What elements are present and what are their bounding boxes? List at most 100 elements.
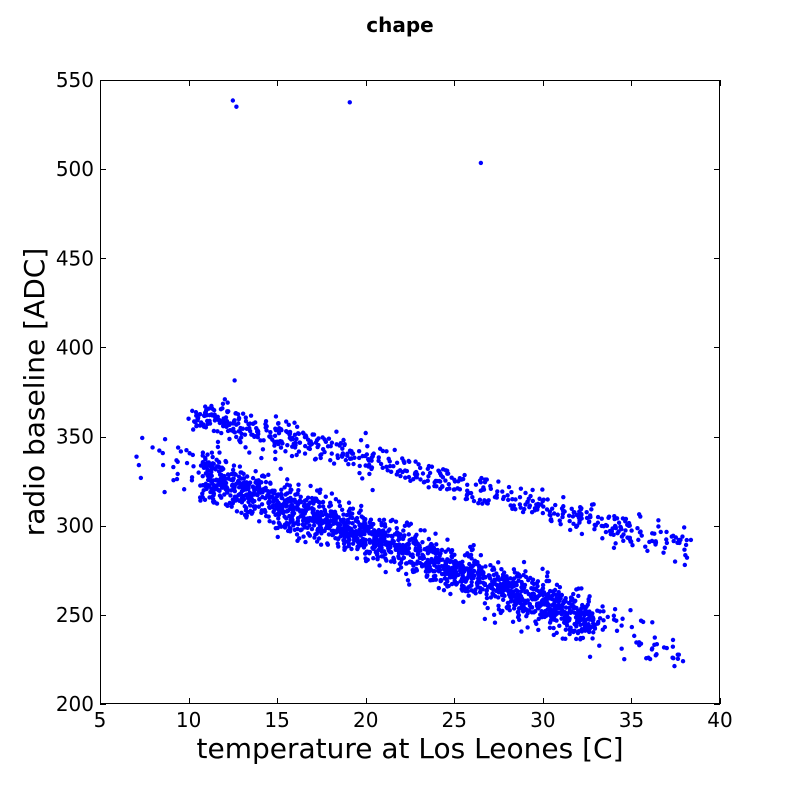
data-point [232,471,237,476]
data-point [346,541,352,546]
data-point [456,479,461,484]
data-point [458,563,464,568]
data-point [540,566,545,572]
data-point [593,523,598,528]
data-point [452,487,457,492]
data-point [522,601,527,606]
data-point [680,659,686,664]
data-point [544,574,550,579]
data-point [569,506,574,512]
data-point [352,524,358,529]
data-point [514,595,519,600]
data-point [355,546,360,552]
data-point [664,529,669,535]
data-point [436,585,442,591]
data-point [349,546,354,552]
data-point [387,463,393,469]
data-point [390,538,395,543]
data-point [509,595,515,600]
data-point [291,511,297,516]
data-point [242,504,247,509]
data-point [262,488,268,493]
data-point [411,477,416,482]
data-point [562,610,567,616]
data-point [426,536,432,542]
data-point [266,472,271,478]
data-point [473,482,479,487]
data-point [416,550,421,556]
data-point [495,489,500,494]
data-point [297,498,303,503]
data-point [219,495,224,500]
data-point [479,565,484,570]
data-point [403,571,409,577]
data-point [392,447,397,453]
data-point [574,636,579,642]
data-point [189,475,195,480]
data-point [276,431,282,436]
data-point [225,400,230,405]
data-point [246,481,252,486]
data-point [534,601,540,607]
data-point [198,498,203,503]
data-point [372,535,377,540]
data-point [437,479,443,484]
data-point [160,462,166,468]
data-point [205,452,210,457]
data-point [354,556,360,561]
data-point [251,492,256,497]
data-point [288,517,293,522]
x-tick-label: 20 [353,708,378,732]
data-point [462,553,468,558]
data-point [420,471,426,476]
data-point [240,411,246,416]
data-point [243,419,249,424]
data-point [650,620,655,625]
data-point [206,474,211,479]
data-point [529,610,535,615]
data-point [540,586,546,591]
data-point [325,541,330,546]
data-point [256,504,261,509]
data-point [397,561,403,567]
data-point [292,420,297,425]
data-point [413,472,418,477]
data-point [554,582,560,588]
data-point [303,516,308,522]
data-point [680,534,685,539]
data-point [215,444,221,450]
data-point [420,539,425,545]
data-point [422,528,427,533]
data-point [549,506,555,511]
data-point [370,454,375,459]
data-point [453,571,458,576]
data-point [538,612,543,617]
data-point [508,503,513,508]
data-point [445,584,450,589]
data-point [228,421,233,426]
data-point [611,613,617,618]
data-point [510,619,516,625]
data-point [482,575,487,580]
data-point [332,519,337,524]
data-point [218,482,223,488]
data-point [231,463,237,468]
data-point [376,455,381,460]
data-point [336,515,341,520]
data-point [227,436,232,442]
data-point [287,429,293,435]
data-point [341,512,346,517]
data-point [530,597,535,602]
data-point [622,656,627,662]
data-point [536,627,541,633]
data-point [449,581,455,587]
data-point [150,445,155,450]
data-point [434,542,439,547]
data-point [211,491,217,496]
data-point [432,558,437,564]
data-point [361,525,366,530]
data-point [561,494,566,500]
data-point [367,520,372,525]
data-point [232,488,238,494]
data-point [469,579,474,585]
